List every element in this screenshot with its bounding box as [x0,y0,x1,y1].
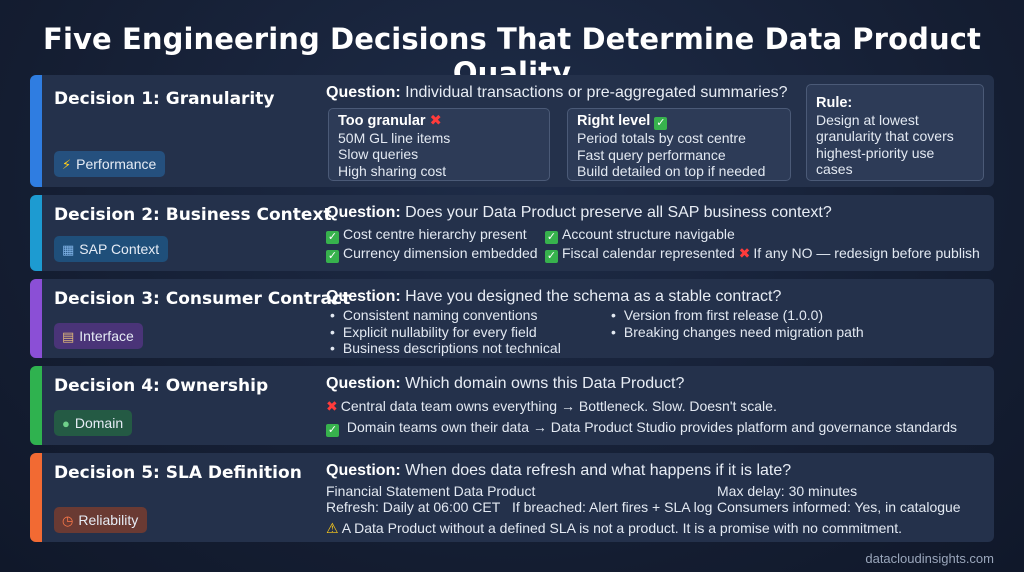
list-item: Explicit nullability for every field [330,324,561,341]
decision-question: Question: Which domain owns this Data Pr… [326,375,685,392]
lightning-icon: ⚡ [62,157,72,172]
footer-source: datacloudinsights.com [865,551,994,566]
decision-card-consumer-contract: Decision 3: Consumer Contract ▤ Interface… [30,279,994,358]
check-icon: ✓ [545,250,558,263]
decision-title: Decision 4: Ownership [54,376,269,396]
decision-title: Decision 1: Granularity [54,89,275,109]
decision-card-granularity: Decision 1: Granularity ⚡ Performance Que… [30,75,994,187]
tag-badge-performance: ⚡ Performance [54,151,166,177]
tag-badge-reliability: ◷ Reliability [54,507,148,533]
sla-max-delay: Max delay: 30 minutes [717,483,858,499]
clock-icon: ◷ [62,513,74,528]
tag-badge-interface: ▤ Interface [54,323,143,349]
cross-icon: ✖ [326,398,338,414]
person-icon: ● [62,416,70,431]
building-icon: ▦ [62,242,75,257]
cross-icon: ✖ [429,113,442,129]
accent-bar [30,366,42,445]
cross-icon: ✖ [738,245,751,261]
list-item: Breaking changes need migration path [611,324,864,341]
tag-badge-domain: ● Domain [54,410,133,436]
accent-bar [30,453,42,542]
decision-question: Question: Have you designed the schema a… [326,288,782,305]
decision-card-sla-definition: Decision 5: SLA Definition ◷ Reliability … [30,453,994,542]
page-title: Five Engineering Decisions That Determin… [43,22,981,90]
decision-question: Question: When does data refresh and wha… [326,462,792,479]
tag-badge-sap-context: ▦ SAP Context [54,236,169,262]
check-icon: ✓ [654,117,668,130]
clipboard-icon: ▤ [62,329,75,344]
accent-bar [30,195,42,271]
sla-product: Financial Statement Data Product [326,483,536,499]
decision-title: Decision 3: Consumer Contract [54,289,351,309]
too-granular-box: Too granular ✖ 50M GL line items Slow qu… [328,108,550,181]
check-item: ✓ Currency dimension embedded [326,245,538,263]
decision-title: Decision 5: SLA Definition [54,463,302,483]
bullet-list-left: Consistent naming conventions Explicit n… [330,307,561,357]
decision-card-ownership: Decision 4: Ownership ● Domain Question: … [30,366,994,445]
check-icon: ✓ [326,231,339,244]
accent-bar [30,279,42,358]
sla-warning: ⚠ A Data Product without a defined SLA i… [326,520,902,536]
list-item: Consistent naming conventions [330,307,561,324]
accent-bar [30,75,42,187]
decision-question: Question: Individual transactions or pre… [326,84,788,101]
warning-icon: ⚠ [326,520,339,536]
check-icon: ✓ [545,231,558,244]
check-item: ✓ Cost centre hierarchy present [326,226,527,244]
right-level-box: Right level ✓ Period totals by cost cent… [567,108,791,181]
sla-consumers: Consumers informed: Yes, in catalogue [717,499,961,515]
check-icon: ✓ [326,250,339,263]
check-icon: ✓ [326,424,339,437]
decision-question: Question: Does your Data Product preserv… [326,204,832,221]
check-item: ✓ Account structure navigable [545,226,735,244]
bullet-list-right: Version from first release (1.0.0) Break… [611,307,864,340]
check-item: ✓ Fiscal calendar represented ✖ If any NO … [545,245,980,263]
rule-box: Rule: Design at lowest granularity that … [806,84,984,181]
decision-title: Decision 2: Business Context [54,205,332,225]
list-item: Version from first release (1.0.0) [611,307,864,324]
decision-card-business-context: Decision 2: Business Context ▦ SAP Contex… [30,195,994,271]
list-item: Business descriptions not technical [330,340,561,357]
good-option: ✓ Domain teams own their data → Data Pro… [326,419,957,437]
sla-refresh: Refresh: Daily at 06:00 CET If breached:… [326,499,713,515]
bad-option: ✖ Central data team owns everything → Bot… [326,398,777,414]
